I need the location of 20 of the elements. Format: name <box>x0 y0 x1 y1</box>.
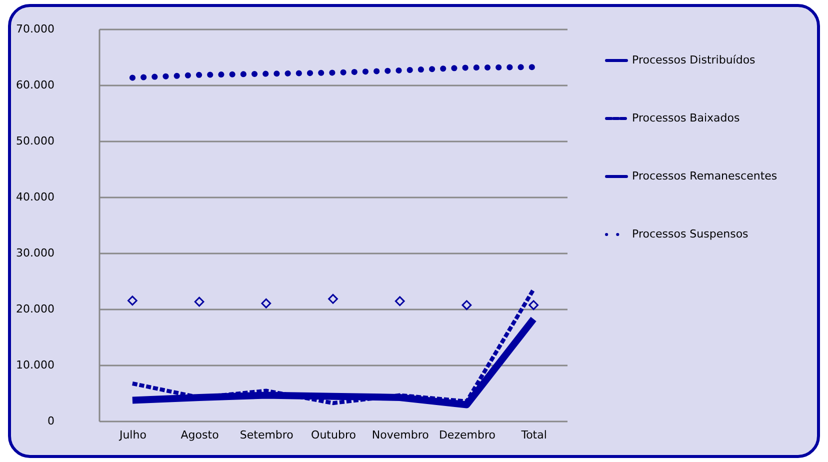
y-tick-label: 0 <box>48 414 54 428</box>
legend-label: Processos Distribuídos <box>632 54 756 66</box>
line-series <box>130 287 536 406</box>
x-tick-label: Setembro <box>240 428 294 442</box>
x-tick-label: Julho <box>118 428 147 442</box>
legend-label: Processos Suspensos <box>632 228 749 240</box>
y-tick-label: 10.000 <box>16 358 54 372</box>
y-tick-label: 40.000 <box>16 190 54 204</box>
y-tick-label: 50.000 <box>16 134 54 148</box>
x-tick-label: Dezembro <box>438 428 496 442</box>
y-tick-label: 60.000 <box>16 78 54 92</box>
x-tick-label: Outubro <box>311 428 356 442</box>
y-tick-label: 70.000 <box>16 22 54 36</box>
y-tick-label: 20.000 <box>16 302 54 316</box>
legend-label: Processos Baixados <box>632 112 740 124</box>
x-tick-label: Agosto <box>180 428 220 442</box>
y-tick-label: 30.000 <box>16 246 54 260</box>
legend-label: Processos Remanescentes <box>632 170 778 182</box>
x-tick-label: Total <box>520 428 547 442</box>
x-tick-label: Novembro <box>372 428 430 442</box>
